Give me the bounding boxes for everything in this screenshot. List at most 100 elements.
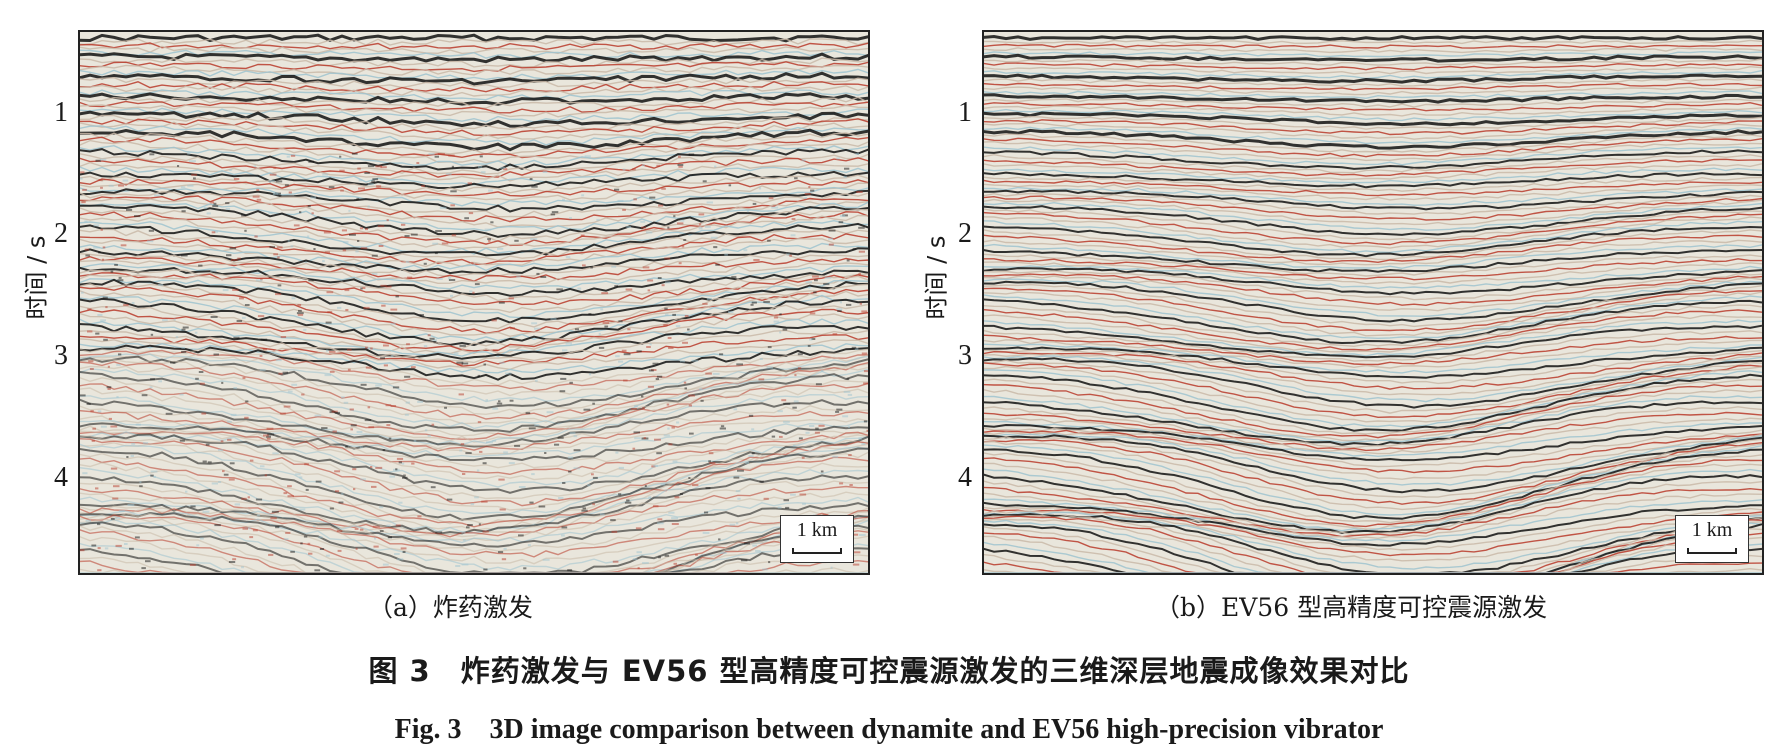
seismic-section-vibrator: 1 km [982, 30, 1764, 575]
noise-speck [439, 206, 447, 209]
noise-speck [688, 477, 691, 479]
reflector-line [78, 431, 870, 488]
noise-speck [273, 166, 277, 169]
noise-speck [672, 313, 676, 316]
noise-speck [180, 254, 188, 257]
noise-speck [108, 184, 114, 187]
noise-speck [259, 368, 266, 371]
reflector-line [982, 216, 1763, 249]
noise-speck [78, 177, 83, 180]
noise-speck [601, 292, 609, 295]
noise-speck [379, 530, 384, 533]
noise-speck [858, 437, 862, 440]
noise-speck [632, 558, 638, 561]
noise-speck [365, 228, 368, 231]
reflector-line [982, 146, 1763, 166]
noise-speck [110, 467, 118, 470]
reflector-line [78, 347, 870, 386]
noise-speck [395, 524, 401, 527]
noise-speck [334, 411, 340, 414]
noise-speck [134, 536, 140, 539]
noise-speck [569, 381, 573, 384]
reflector-line [982, 365, 1763, 423]
noise-speck [807, 344, 811, 347]
noise-speck [771, 206, 779, 209]
noise-speck [633, 431, 640, 434]
reflector-line [78, 219, 870, 255]
noise-speck [657, 518, 663, 521]
reflector-line [982, 283, 1763, 328]
reflector-line [982, 126, 1763, 145]
reflector-line [982, 510, 1763, 562]
reflector-line [78, 259, 870, 285]
scale-bar-a: 1 km [780, 515, 854, 563]
noise-speck [565, 342, 572, 345]
noise-speck [354, 527, 359, 530]
noise-speck [280, 336, 287, 338]
noise-speck [565, 256, 571, 259]
noise-speck [423, 262, 427, 265]
noise-speck [326, 349, 329, 352]
noise-speck [98, 251, 102, 254]
noise-speck [213, 230, 218, 233]
noise-speck [100, 319, 106, 322]
reflector-line [982, 359, 1763, 414]
noise-speck [518, 534, 524, 537]
noise-speck [622, 208, 626, 211]
noise-speck [84, 220, 88, 223]
noise-speck [751, 428, 755, 431]
noise-speck [411, 462, 415, 465]
noise-speck [324, 251, 330, 254]
noise-speck [287, 495, 294, 498]
noise-speck [385, 285, 392, 288]
noise-speck [797, 353, 803, 356]
noise-speck [187, 184, 194, 187]
noise-speck [830, 566, 833, 569]
noise-speck [287, 485, 292, 488]
noise-speck [298, 309, 302, 312]
noise-speck [227, 420, 232, 423]
noise-speck [97, 547, 101, 550]
noise-speck [370, 466, 373, 468]
noise-speck [295, 473, 301, 476]
noise-speck [356, 431, 363, 433]
noise-speck [268, 553, 274, 556]
reflector-line [78, 370, 870, 433]
reflector-line [78, 404, 870, 450]
noise-speck [842, 415, 849, 418]
noise-speck [275, 293, 282, 296]
noise-speck [242, 377, 246, 379]
noise-speck [360, 383, 367, 386]
noise-speck [482, 462, 487, 465]
reflector-line [982, 492, 1763, 540]
noise-speck [653, 464, 658, 467]
noise-speck [419, 314, 424, 316]
noise-speck [729, 523, 736, 526]
reflector-line [78, 338, 870, 371]
noise-speck [656, 375, 663, 378]
noise-speck [531, 185, 538, 188]
noise-speck [120, 244, 127, 247]
noise-speck [752, 202, 757, 205]
noise-speck [331, 410, 338, 413]
noise-speck [82, 188, 87, 191]
reflector-line [982, 211, 1763, 246]
reflector-line [982, 400, 1763, 447]
noise-speck [210, 316, 218, 318]
noise-speck [327, 311, 333, 314]
noise-speck [403, 474, 406, 477]
noise-speck [823, 283, 830, 286]
noise-speck [621, 349, 627, 352]
noise-speck [584, 155, 591, 158]
y-tick-b-4: 4 [958, 462, 972, 493]
noise-speck [358, 179, 363, 182]
noise-speck [308, 160, 314, 163]
noise-speck [329, 507, 334, 510]
noise-speck [688, 394, 695, 397]
noise-speck [402, 476, 408, 479]
noise-speck [404, 235, 410, 237]
noise-speck [405, 401, 410, 404]
noise-speck [338, 501, 344, 504]
noise-speck [675, 325, 681, 328]
noise-speck [614, 188, 620, 191]
